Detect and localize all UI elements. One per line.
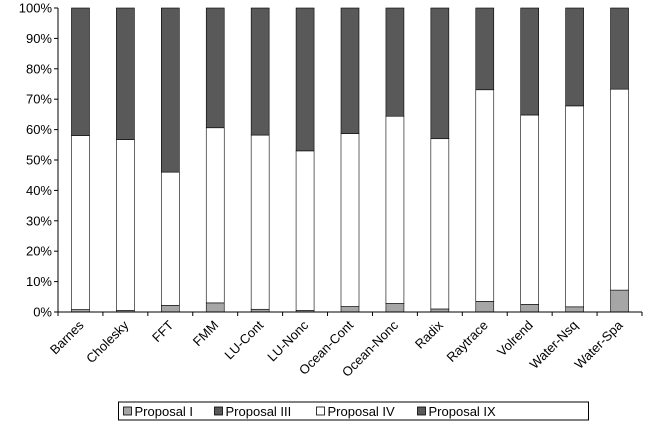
bar-segment <box>116 139 135 311</box>
y-tick-label: 60% <box>26 122 52 137</box>
bar-segment <box>565 7 584 107</box>
bar-segment <box>385 303 405 313</box>
bar-segment <box>340 7 360 134</box>
legend-swatch <box>214 406 223 416</box>
x-category-label: Water-Spa <box>571 317 626 372</box>
bar-segment <box>71 7 90 136</box>
bar-segment <box>161 305 180 313</box>
x-category-label: Raytrace <box>443 318 490 365</box>
y-tick-label: 30% <box>26 213 52 228</box>
bar-segment <box>205 127 225 304</box>
bar-segment <box>161 171 180 306</box>
x-category-label: LU-Cont <box>221 317 266 362</box>
bar-segment <box>250 134 270 310</box>
bar-segment <box>475 7 495 91</box>
y-tick-label: 0% <box>33 305 52 320</box>
y-tick-label: 70% <box>26 92 52 107</box>
legend-swatch <box>123 406 132 416</box>
bar-segment <box>385 7 405 117</box>
legend-label: Proposal IV <box>328 404 396 419</box>
bar-segment <box>430 138 450 310</box>
bar-segment <box>295 150 315 311</box>
bar-segment <box>295 7 315 152</box>
y-tick-label: 100% <box>19 1 53 16</box>
bar-segment <box>520 114 539 305</box>
bar-segment <box>71 135 90 310</box>
bar-segment <box>161 7 180 173</box>
x-category-label: FMM <box>190 318 222 350</box>
y-tick-label: 90% <box>26 31 52 46</box>
y-tick-label: 50% <box>26 153 52 168</box>
legend-label: Proposal III <box>226 404 292 419</box>
bar-segment <box>250 7 270 136</box>
legend-swatch <box>417 406 426 416</box>
bar-segment <box>205 302 225 313</box>
x-category-label: Volrend <box>494 318 536 360</box>
bar-segment <box>520 304 539 313</box>
bar-segment <box>610 289 629 313</box>
legend-label: Proposal I <box>135 404 194 419</box>
bar-segment <box>475 301 495 313</box>
legend-label: Proposal IX <box>429 404 497 419</box>
bar-segment <box>385 115 405 304</box>
y-tick-label: 40% <box>26 183 52 198</box>
bar-segment <box>520 7 539 116</box>
x-category-label: Radix <box>412 317 446 351</box>
x-category-label: FFT <box>149 317 176 344</box>
bar-segment <box>610 7 629 90</box>
bar-segment <box>565 306 584 313</box>
bar-segment <box>205 7 225 129</box>
x-category-label: Cholesky <box>83 317 132 366</box>
bar-segment <box>340 133 360 307</box>
bar-segment <box>116 7 135 140</box>
legend: Proposal I Proposal III Proposal IV Proposa… <box>118 401 589 421</box>
bar-segment <box>565 105 584 308</box>
bars <box>71 7 629 313</box>
bar-segment <box>610 88 629 291</box>
legend-swatch <box>316 406 325 416</box>
legend-box <box>118 401 589 421</box>
y-axis: 0% 10% 20% 30% 40% 50% 60% 70% 80% 90% 100% <box>19 1 59 320</box>
y-tick-label: 10% <box>26 274 52 289</box>
y-tick-label: 20% <box>26 244 52 259</box>
bar-segment <box>475 89 495 302</box>
bar-segment <box>430 7 450 140</box>
bar-segment <box>340 306 360 313</box>
y-tick-label: 80% <box>26 61 52 76</box>
x-category-label: Barnes <box>47 317 87 357</box>
